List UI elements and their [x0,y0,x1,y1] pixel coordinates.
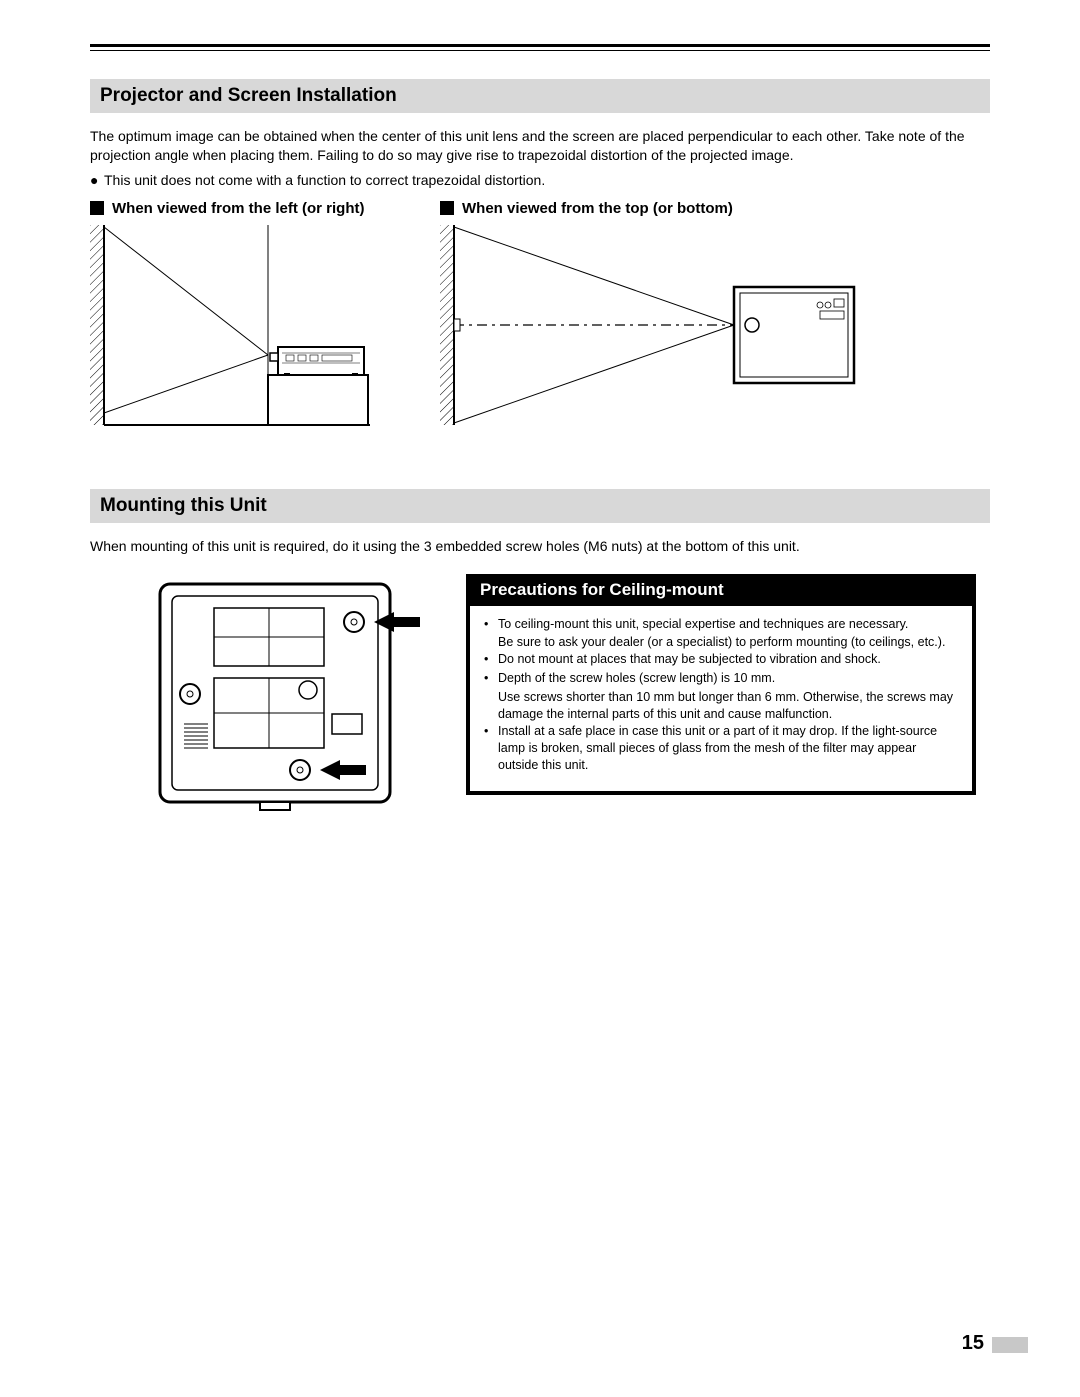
installation-note: ● This unit does not come with a functio… [90,171,990,190]
precaution-subtext: Use screws shorter than 10 mm but longer… [498,689,958,723]
bottom-view-diagram [150,574,430,824]
section-title-mounting: Mounting this Unit [90,489,990,523]
subheading-side-view: When viewed from the left (or right) [90,200,380,217]
bullet-icon: • [484,651,498,668]
section-title-installation: Projector and Screen Installation [90,79,990,113]
square-bullet-icon [440,201,454,215]
subheading-top-view: When viewed from the top (or bottom) [440,200,870,217]
page-tab-stub [992,1337,1028,1353]
precautions-title: Precautions for Ceiling-mount [470,574,972,606]
precaution-item: • To ceiling-mount this unit, special ex… [484,616,958,633]
mounting-paragraph: When mounting of this unit is required, … [90,537,990,556]
subheading-top-view-text: When viewed from the top (or bottom) [462,200,733,217]
installation-paragraph: The optimum image can be obtained when t… [90,127,990,165]
page-number: 15 [962,1332,984,1355]
top-view-diagram [440,225,870,435]
bottom-view-column [150,574,430,824]
precautions-box: Precautions for Ceiling-mount • To ceili… [466,574,976,796]
precaution-text: Depth of the screw holes (screw length) … [498,670,775,687]
side-view-diagram [90,225,380,435]
precaution-text: To ceiling-mount this unit, special expe… [498,616,908,633]
bullet-icon: • [484,616,498,633]
bullet-icon: • [484,670,498,687]
bullet-icon: • [484,723,498,774]
header-rule [90,44,990,51]
precaution-text: Install at a safe place in case this uni… [498,723,958,774]
square-bullet-icon [90,201,104,215]
precautions-body: • To ceiling-mount this unit, special ex… [470,606,972,792]
precaution-item: • Do not mount at places that may be sub… [484,651,958,668]
installation-note-text: This unit does not come with a function … [104,171,545,190]
side-view-column: When viewed from the left (or right) [90,200,380,435]
subheading-side-view-text: When viewed from the left (or right) [112,200,365,217]
precaution-text: Do not mount at places that may be subje… [498,651,881,668]
precaution-item: • Install at a safe place in case this u… [484,723,958,774]
precaution-subtext: Be sure to ask your dealer (or a special… [498,634,958,651]
top-view-column: When viewed from the top (or bottom) [440,200,870,435]
bullet-icon: ● [90,171,104,190]
precaution-item: • Depth of the screw holes (screw length… [484,670,958,687]
